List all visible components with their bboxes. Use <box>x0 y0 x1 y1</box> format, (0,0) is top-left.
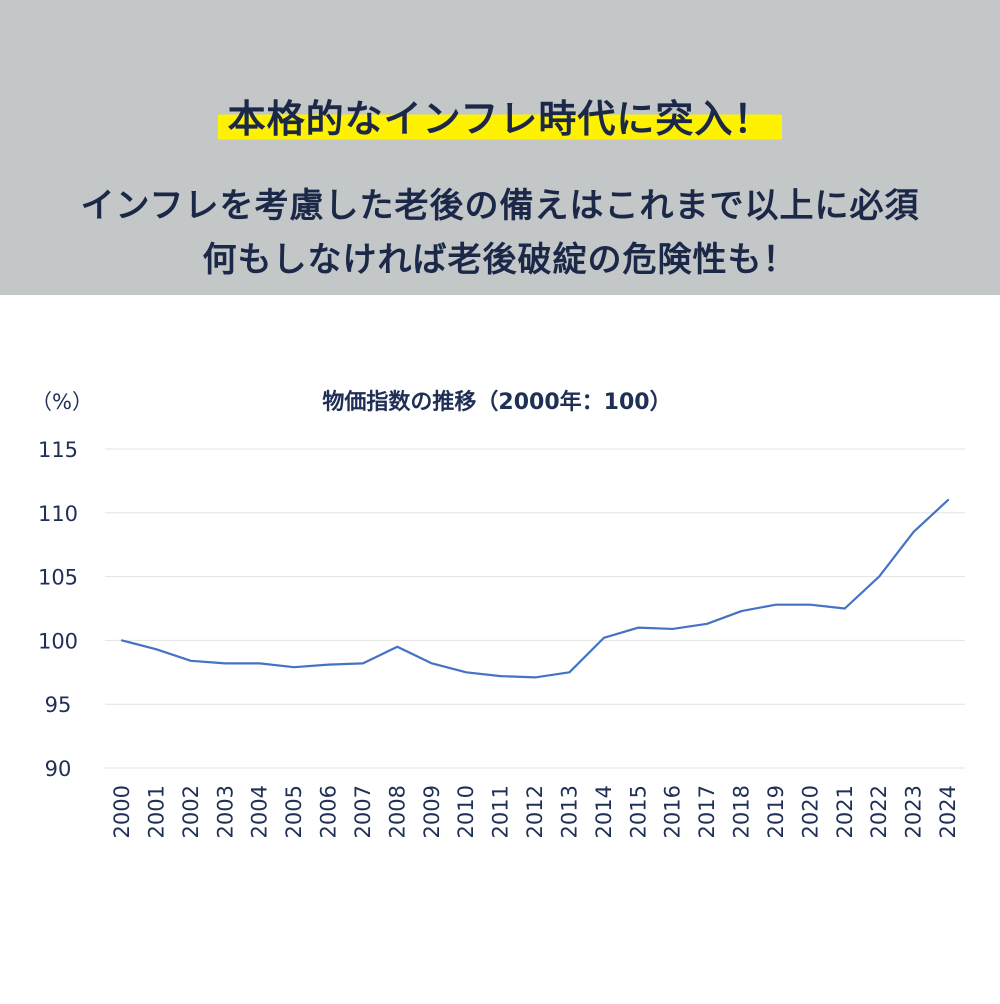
x-tick-label-2014: 2014 <box>592 785 616 838</box>
subline-2: 何もしなければ老後破綻の危険性も！ <box>202 240 798 280</box>
y-tick-label-110: 110 <box>38 502 78 526</box>
y-tick-labels: 90 95 100 105 110 115 <box>38 438 78 781</box>
x-tick-label-2016: 2016 <box>661 785 685 838</box>
x-tick-label-2003: 2003 <box>213 785 237 838</box>
x-tick-label-2008: 2008 <box>385 785 409 838</box>
x-tick-label-2010: 2010 <box>454 785 478 838</box>
x-tick-label-2017: 2017 <box>695 785 719 838</box>
y-tick-label-95: 95 <box>45 693 72 717</box>
chart-title: 物価指数の推移（2000年：100） <box>322 389 671 415</box>
x-tick-label-2024: 2024 <box>936 785 960 838</box>
y-tick-label-105: 105 <box>38 566 78 590</box>
x-tick-label-2004: 2004 <box>248 785 272 838</box>
x-tick-label-2011: 2011 <box>489 785 513 838</box>
x-tick-label-2018: 2018 <box>730 785 754 838</box>
x-tick-label-2000: 2000 <box>110 785 134 838</box>
x-tick-label-2021: 2021 <box>833 785 857 838</box>
x-tick-label-2006: 2006 <box>317 785 341 838</box>
x-tick-label-2019: 2019 <box>764 785 788 838</box>
headline-wrap: 本格的なインフレ時代に突入！ <box>0 88 1000 143</box>
x-tick-label-2007: 2007 <box>351 785 375 838</box>
x-tick-label-2015: 2015 <box>626 785 650 838</box>
x-tick-labels: 2000 2001 2002 2003 2004 2005 2006 2007 2008 2009… <box>110 785 960 838</box>
header-banner: 本格的なインフレ時代に突入！ インフレを考慮した老後の備えはこれまで以上に必須 … <box>0 0 1000 295</box>
line-chart: 物価指数の推移（2000年：100） （%） 9095100105110115 … <box>31 389 965 838</box>
x-tick-label-2001: 2001 <box>144 785 168 838</box>
y-tick-label-115: 115 <box>38 438 78 462</box>
chart-area: 物価指数の推移（2000年：100） （%） 90 95 100 105 110 115 … <box>0 295 1000 1000</box>
y-tick-label-90: 90 <box>45 757 72 781</box>
y-axis-label: （%） <box>31 390 93 414</box>
x-tick-label-2005: 2005 <box>282 785 306 838</box>
x-tick-label-2020: 2020 <box>798 785 822 838</box>
gridlines <box>105 448 965 769</box>
x-tick-label-2022: 2022 <box>867 785 891 838</box>
series-line-0 <box>120 498 950 679</box>
subline-1: インフレを考慮した老後の備えはこれまで以上に必須 <box>80 186 920 226</box>
headline: 本格的なインフレ時代に突入！ <box>217 88 783 143</box>
series-group <box>120 498 950 679</box>
x-tick-label-2023: 2023 <box>902 785 926 838</box>
x-tick-label-2002: 2002 <box>179 785 203 838</box>
x-tick-label-2013: 2013 <box>557 785 581 838</box>
x-tick-label-2009: 2009 <box>420 785 444 838</box>
y-tick-label-100: 100 <box>38 629 78 653</box>
x-tick-label-2012: 2012 <box>523 785 547 838</box>
